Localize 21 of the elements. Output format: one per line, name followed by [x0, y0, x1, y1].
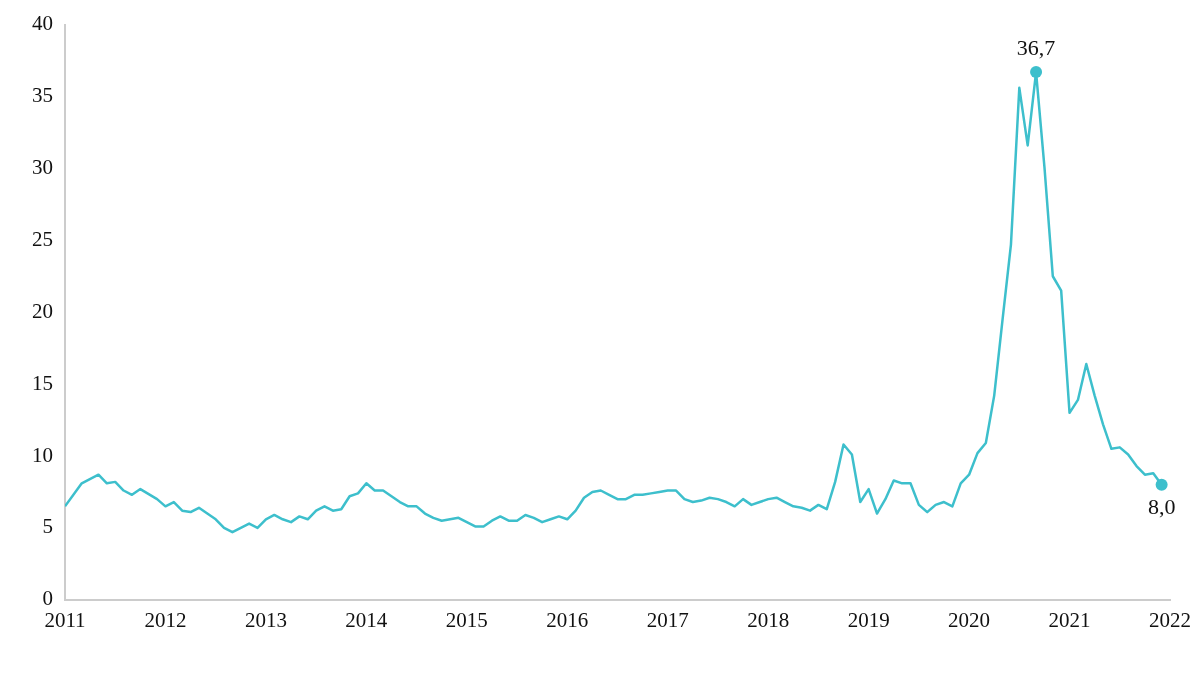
y-tick-label: 30: [32, 154, 53, 179]
annotation: 36,7: [1016, 34, 1056, 60]
y-tick-label: 10: [32, 442, 53, 467]
x-tick-label: 2017: [646, 607, 689, 632]
y-tick-label: 15: [32, 370, 53, 395]
x-tick-label: 2020: [948, 607, 991, 632]
y-tick-label: 5: [42, 514, 53, 539]
x-tick-label: 2019: [847, 607, 890, 632]
x-tick-label: 2022: [1149, 607, 1191, 632]
x-tick-label: 2021: [1048, 607, 1091, 632]
x-tick-label: 2012: [144, 607, 187, 632]
y-tick-label: 25: [32, 226, 53, 251]
annotation: 8,0: [1147, 493, 1176, 519]
x-tick-label: 2015: [445, 607, 488, 632]
y-tick-label: 20: [32, 298, 53, 323]
x-tick-label: 2018: [747, 607, 790, 632]
x-tick-label: 2016: [546, 607, 589, 632]
x-tick-label: 2013: [244, 607, 287, 632]
y-tick-label: 40: [32, 11, 53, 36]
y-tick-label: 35: [32, 83, 53, 108]
x-tick-label: 2014: [345, 607, 388, 632]
